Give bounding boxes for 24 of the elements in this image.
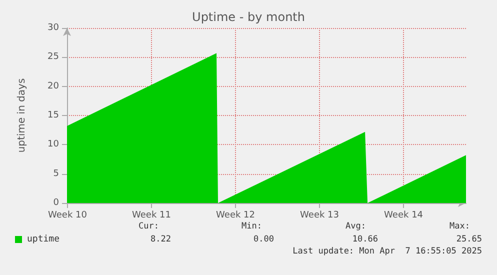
x-tick-label: Week 11: [132, 210, 171, 220]
y-axis-title: uptime in days: [16, 78, 28, 153]
text: Last update: Mon Apr 7 16:55:05 2025: [292, 246, 482, 256]
text: 8.22: [150, 234, 171, 244]
y-tick-label: 0: [53, 198, 60, 208]
y-tick-label: 5: [53, 168, 59, 179]
chart-title: Uptime - by month: [192, 10, 305, 24]
x-tick-label: Week 14: [384, 210, 424, 220]
legend-label: uptime: [27, 234, 60, 244]
text: Cur:: [138, 222, 159, 232]
y-tick-label: 30: [48, 23, 60, 33]
text: 10.66: [352, 234, 378, 244]
text: 0.00: [254, 234, 274, 244]
y-tick-label: 25: [48, 52, 59, 62]
y-tick-label: 10: [48, 140, 60, 150]
y-tick-label: 20: [48, 81, 60, 92]
y-tick-label: 15: [48, 110, 59, 120]
x-tick-label: Week 13: [300, 210, 340, 220]
x-tick-label: Week 12: [216, 210, 256, 220]
text: Max:: [450, 222, 470, 232]
x-tick-label: Week 10: [48, 210, 88, 220]
text: Avg:: [346, 222, 366, 232]
text: Min:: [242, 222, 262, 232]
text: 25.65: [456, 234, 482, 244]
